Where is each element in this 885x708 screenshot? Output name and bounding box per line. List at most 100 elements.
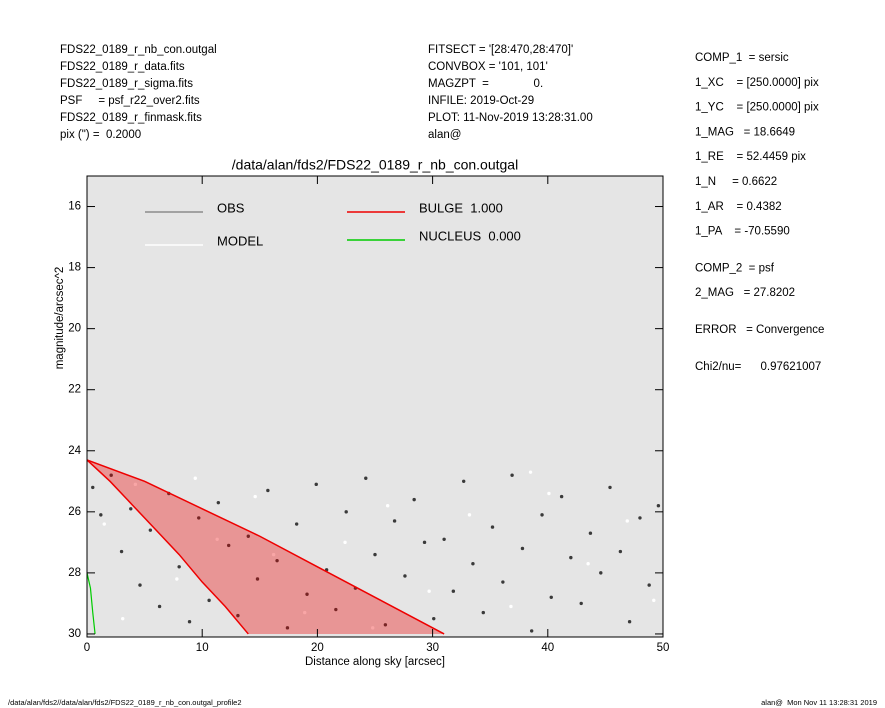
data-point	[462, 479, 466, 483]
data-point	[529, 629, 534, 633]
data-point	[157, 604, 162, 609]
data-point	[392, 519, 397, 523]
data-point	[656, 504, 661, 508]
fit-parameter: 1_N = 0.6622	[695, 176, 777, 188]
fit-parameter: 1_YC = [250.0000] pix	[695, 102, 819, 114]
header-middle-line: PLOT: 11-Nov-2019 13:28:31.00	[428, 112, 593, 124]
data-point	[373, 552, 377, 557]
data-point	[129, 507, 133, 511]
header-left-line: FDS22_0189_r_sigma.fits	[60, 78, 193, 90]
y-axis-label: magnitude/arcsec^2	[54, 267, 66, 370]
header-left-line: pix (") = 0.2000	[60, 129, 141, 141]
data-point	[305, 592, 309, 596]
data-point	[255, 577, 260, 581]
data-point	[422, 540, 427, 545]
legend-label: MODEL	[217, 233, 263, 248]
data-point	[303, 610, 307, 615]
data-point	[490, 525, 495, 529]
data-point	[652, 598, 656, 603]
fit-parameter: 2_MAG = 27.8202	[695, 287, 795, 299]
fit-parameter: ERROR = Convergence	[695, 324, 824, 336]
y-tick-label: 20	[68, 323, 81, 335]
data-point	[618, 549, 623, 554]
bulge-line	[87, 459, 445, 635]
bulge-fill	[87, 459, 445, 634]
data-point	[91, 485, 95, 490]
data-point	[501, 580, 505, 584]
data-point	[266, 488, 270, 493]
data-point	[559, 494, 564, 499]
data-point	[119, 549, 124, 554]
data-point	[638, 516, 642, 520]
data-point	[549, 595, 553, 600]
data-point	[412, 497, 416, 502]
data-point	[271, 552, 276, 557]
fit-parameter: 1_MAG = 18.6649	[695, 126, 795, 138]
fit-parameter: 1_PA = -70.5590	[695, 226, 790, 238]
data-point	[510, 473, 514, 477]
data-point	[121, 616, 125, 621]
x-tick-label: 40	[541, 642, 554, 654]
data-point	[403, 574, 407, 578]
data-point	[344, 510, 348, 514]
data-point	[432, 616, 436, 621]
data-point	[540, 513, 544, 517]
data-point	[427, 589, 431, 593]
y-tick-label: 16	[68, 201, 81, 213]
data-point	[236, 613, 240, 618]
data-point	[285, 626, 290, 630]
data-point	[253, 494, 257, 499]
data-point	[520, 546, 525, 551]
plot-content	[87, 459, 661, 635]
legend-label: BULGE 1.000	[419, 200, 503, 215]
header-middle-line: FITSECT = '[28:470,28:470]'	[428, 44, 573, 56]
x-axis-label: Distance along sky [arcsec]	[305, 656, 445, 668]
fit-parameter: 1_AR = 0.4382	[695, 201, 782, 213]
header-middle-line: alan@	[428, 129, 461, 141]
data-point	[133, 482, 138, 487]
bulge-line	[87, 459, 249, 635]
data-point	[481, 610, 485, 615]
legend-label: OBS	[217, 200, 245, 215]
data-point	[547, 491, 551, 496]
header-middle-line: CONVBOX = '101, 101'	[428, 61, 548, 73]
data-point	[294, 522, 299, 526]
data-point	[197, 516, 201, 520]
data-point	[148, 528, 153, 532]
y-tick-label: 30	[68, 628, 81, 640]
footer-left: /data/alan/fds2//data/alan/fds2/FDS22_01…	[8, 698, 242, 707]
header-left-line: PSF = psf_r22_over2.fits	[60, 95, 200, 107]
header-middle-line: INFILE: 2019-Oct-29	[428, 95, 534, 107]
data-point	[177, 565, 181, 569]
fit-parameter: Chi2/nu= 0.97621007	[695, 361, 821, 373]
y-tick-label: 28	[68, 567, 81, 579]
data-point	[216, 500, 221, 505]
data-point	[109, 473, 113, 477]
data-point	[451, 589, 456, 593]
data-point	[187, 620, 192, 624]
data-point	[226, 543, 231, 548]
data-point	[608, 485, 612, 490]
plot-frame	[86, 175, 664, 638]
data-point	[385, 504, 390, 508]
data-point	[99, 513, 103, 517]
data-point	[215, 537, 219, 542]
header-left-line: FDS22_0189_r_data.fits	[60, 61, 185, 73]
data-point	[627, 620, 632, 624]
data-point	[193, 476, 197, 480]
x-tick-label: 10	[196, 642, 209, 654]
profile-line	[87, 572, 96, 635]
data-point	[334, 607, 338, 612]
header-left-line: FDS22_0189_r_finmask.fits	[60, 112, 202, 124]
y-tick-label: 18	[68, 262, 81, 274]
data-point	[246, 534, 250, 538]
data-point	[528, 470, 533, 474]
data-point	[586, 562, 590, 566]
data-point	[471, 562, 475, 566]
data-point	[467, 513, 472, 517]
data-point	[579, 601, 583, 606]
data-point	[370, 626, 375, 630]
legend-label: NUCLEUS 0.000	[419, 228, 521, 243]
